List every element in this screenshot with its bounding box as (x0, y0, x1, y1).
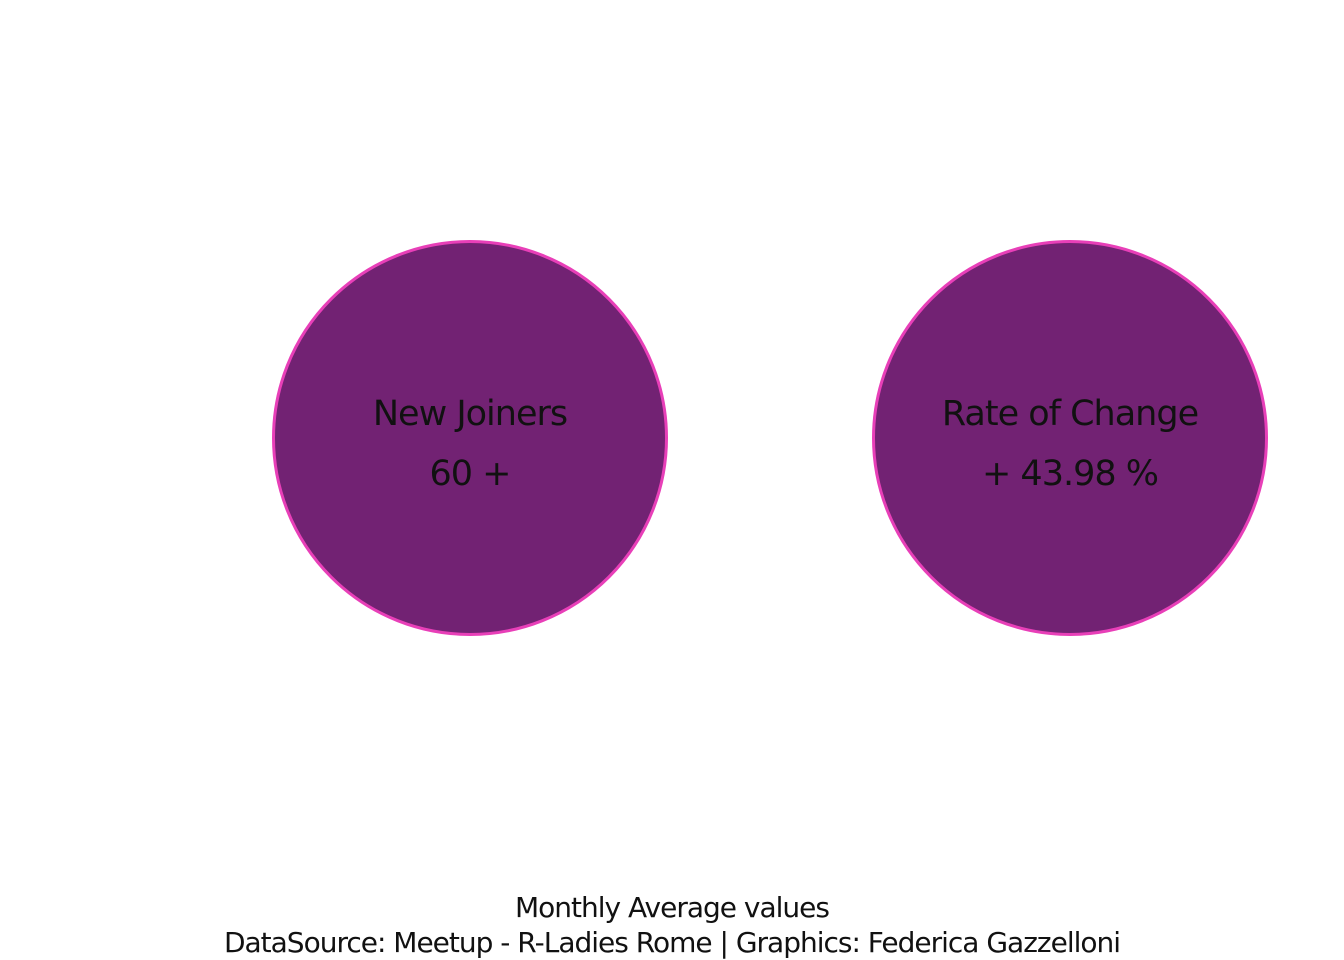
rate-of-change-label: Rate of Change (941, 394, 1199, 434)
new-joiners-value: 60 + (429, 454, 512, 494)
rate-of-change-value: + 43.98 % (981, 454, 1159, 494)
data-source-credit: DataSource: Meetup - R-Ladies Rome | Gra… (223, 926, 1121, 959)
new-joiners-circle: New Joiners 60 + (272, 240, 668, 636)
new-joiners-label: New Joiners (372, 394, 568, 434)
rate-of-change-circle: Rate of Change + 43.98 % (872, 240, 1268, 636)
chart-caption: Monthly Average values (515, 891, 830, 924)
